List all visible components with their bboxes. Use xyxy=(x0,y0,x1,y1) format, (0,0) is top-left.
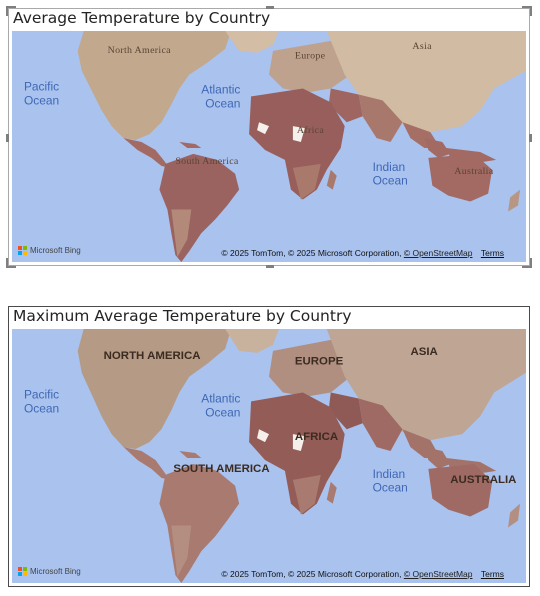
resize-handle-bottom-right[interactable] xyxy=(522,258,532,268)
resize-handle-top-right[interactable] xyxy=(522,6,532,16)
resize-handle-top-left[interactable] xyxy=(6,6,16,16)
resize-handle-right[interactable] xyxy=(529,134,532,142)
world-map xyxy=(12,329,526,583)
europe-landmass xyxy=(269,40,355,93)
map-attribution: © 2025 TomTom, © 2025 Microsoft Corporat… xyxy=(221,248,504,258)
attribution-text: © 2025 TomTom, © 2025 Microsoft Corporat… xyxy=(221,569,402,579)
bing-brand-text: Microsoft Bing xyxy=(30,567,81,576)
openstreetmap-link[interactable]: © OpenStreetMap xyxy=(403,569,473,579)
resize-handle-left[interactable] xyxy=(6,134,9,142)
greenland-landmass xyxy=(225,329,279,353)
central-america-landmass xyxy=(123,138,170,168)
greenland-landmass xyxy=(225,31,279,53)
resize-handle-top[interactable] xyxy=(266,6,274,9)
avg-temperature-visual[interactable]: Average Temperature by Country xyxy=(6,6,532,268)
australia-landmass xyxy=(428,153,493,202)
africa-landmass xyxy=(249,392,345,515)
central-america-landmass xyxy=(123,447,170,480)
africa-landmass xyxy=(249,88,345,200)
north-america-landmass xyxy=(77,31,232,141)
visual-title: Average Temperature by Country xyxy=(13,9,271,27)
visual-title: Maximum Average Temperature by Country xyxy=(13,307,352,325)
europe-landmass xyxy=(269,339,355,397)
map-canvas[interactable]: Pacific Ocean Atlantic Ocean Indian Ocea… xyxy=(12,329,526,583)
map-canvas[interactable]: Pacific Ocean Atlantic Ocean Indian Ocea… xyxy=(12,31,526,262)
north-america-landmass xyxy=(77,329,232,450)
resize-handle-bottom[interactable] xyxy=(266,265,274,268)
max-avg-temperature-visual[interactable]: Maximum Average Temperature by Country xyxy=(8,306,530,587)
microsoft-logo-icon xyxy=(18,246,27,255)
bing-brand-text: Microsoft Bing xyxy=(30,246,81,255)
terms-link[interactable]: Terms xyxy=(480,569,504,579)
bing-logo: Microsoft Bing xyxy=(18,567,81,576)
world-map xyxy=(12,31,526,262)
resize-handle-bottom-left[interactable] xyxy=(6,258,16,268)
australia-landmass xyxy=(428,463,493,517)
terms-link[interactable]: Terms xyxy=(480,248,504,258)
openstreetmap-link[interactable]: © OpenStreetMap xyxy=(403,248,473,258)
map-attribution: © 2025 TomTom, © 2025 Microsoft Corporat… xyxy=(221,569,504,579)
attribution-text: © 2025 TomTom, © 2025 Microsoft Corporat… xyxy=(221,248,402,258)
bing-logo: Microsoft Bing xyxy=(18,246,81,255)
microsoft-logo-icon xyxy=(18,567,27,576)
